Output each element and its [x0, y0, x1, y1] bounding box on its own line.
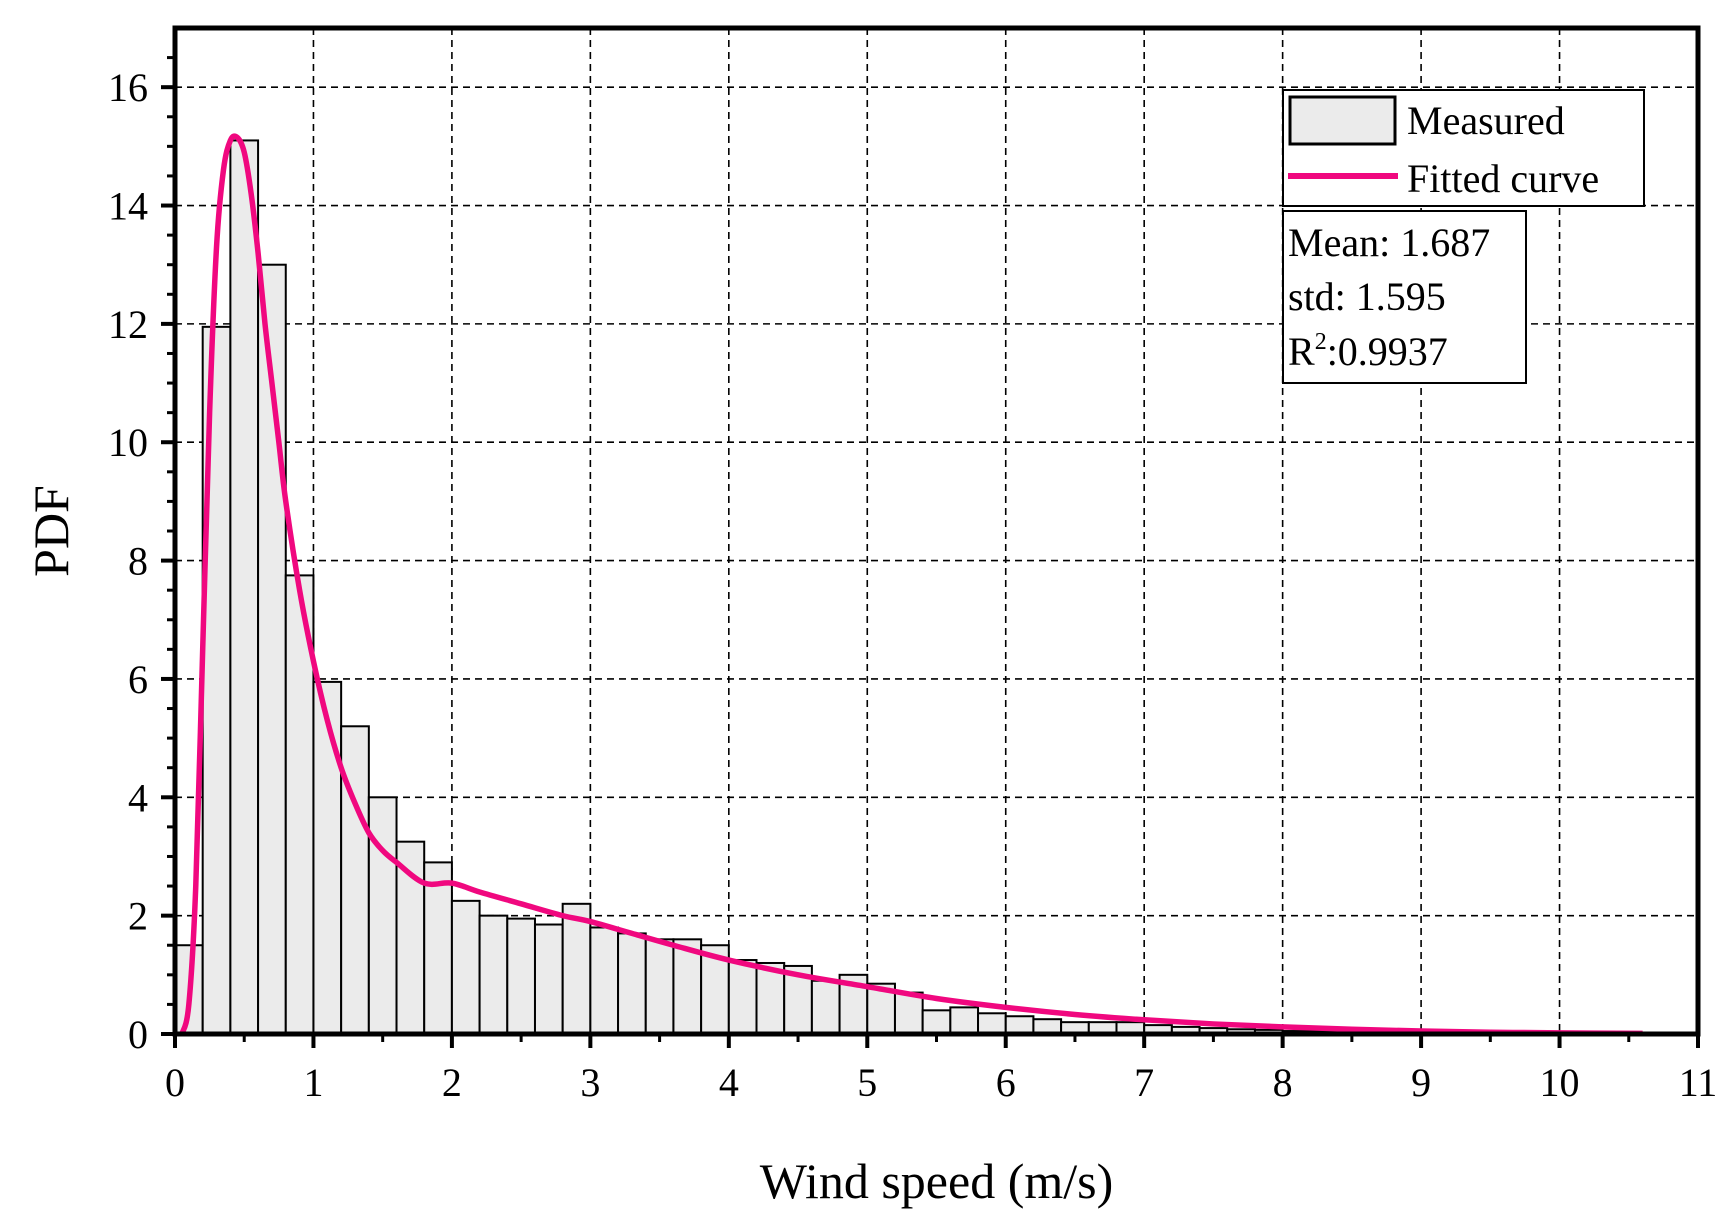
x-tick-label: 5 [857, 1060, 877, 1105]
y-axis-title: PDF [23, 485, 79, 577]
stats-r2: R2:0.9937 [1288, 329, 1448, 374]
histogram-bar [617, 932, 647, 1036]
histogram-bar [395, 840, 426, 1035]
y-tick-label: 2 [128, 894, 148, 939]
histogram-bar [367, 796, 398, 1036]
x-tick-label: 6 [996, 1060, 1016, 1105]
y-tick-label: 8 [128, 539, 148, 584]
measured-bars [174, 139, 1644, 1036]
x-tick-label: 7 [1134, 1060, 1154, 1105]
x-tick-label: 4 [719, 1060, 739, 1105]
x-tick-label: 3 [580, 1060, 600, 1105]
histogram-bar [727, 959, 758, 1036]
y-tick-label: 16 [108, 65, 148, 110]
histogram-bar [450, 899, 481, 1036]
y-tick-label: 12 [108, 302, 148, 347]
stats-box-frame [1282, 210, 1527, 384]
histogram-bar [1004, 1015, 1035, 1036]
x-tick-label: 11 [1679, 1060, 1718, 1105]
y-tick-label: 14 [108, 184, 148, 229]
x-tick-label: 9 [1411, 1060, 1431, 1105]
x-tick-label: 0 [165, 1060, 185, 1105]
legend-label-fitted: Fitted curve [1407, 156, 1599, 201]
histogram-bar [977, 1012, 1007, 1035]
stats-r2-sup: 2 [1315, 329, 1327, 355]
y-tick-label: 0 [128, 1012, 148, 1057]
x-tick-label: 10 [1540, 1060, 1580, 1105]
y-tick-label: 4 [128, 775, 148, 820]
histogram-bar [478, 914, 509, 1035]
legend: Measured Fitted curve [1282, 89, 1645, 207]
stats-mean: Mean: 1.687 [1288, 220, 1490, 265]
histogram-bar [644, 938, 675, 1035]
y-tick-label: 10 [108, 420, 148, 465]
histogram-bar [810, 979, 841, 1035]
y-tick-label: 6 [128, 657, 148, 702]
histogram-bar [589, 926, 620, 1036]
fitted-curve-layer [179, 133, 1643, 1037]
histogram-bar [893, 991, 924, 1036]
stats-std: std: 1.595 [1288, 274, 1446, 319]
histogram-bar [312, 680, 343, 1036]
histogram-bar [506, 917, 536, 1036]
stats-r2-value: :0.9937 [1327, 329, 1448, 374]
legend-swatch-measured [1288, 95, 1397, 146]
stats-box: Mean: 1.687 std: 1.595 R2:0.9937 [1282, 210, 1527, 384]
x-tick-label: 2 [442, 1060, 462, 1105]
histogram-bar [229, 139, 260, 1035]
axis-ticks [161, 56, 1700, 1048]
fitted-curve [179, 133, 1643, 1037]
histogram-bar [423, 861, 453, 1036]
histogram-bar [949, 1006, 980, 1036]
x-axis-title: Wind speed (m/s) [760, 1153, 1113, 1209]
stats-r2-prefix: R [1288, 329, 1315, 374]
histogram-bar [921, 1009, 952, 1035]
histogram-bar [533, 923, 564, 1036]
legend-label-measured: Measured [1407, 98, 1565, 143]
x-tick-label: 8 [1273, 1060, 1293, 1105]
grid [175, 28, 1698, 1034]
x-tick-label: 1 [303, 1060, 323, 1105]
